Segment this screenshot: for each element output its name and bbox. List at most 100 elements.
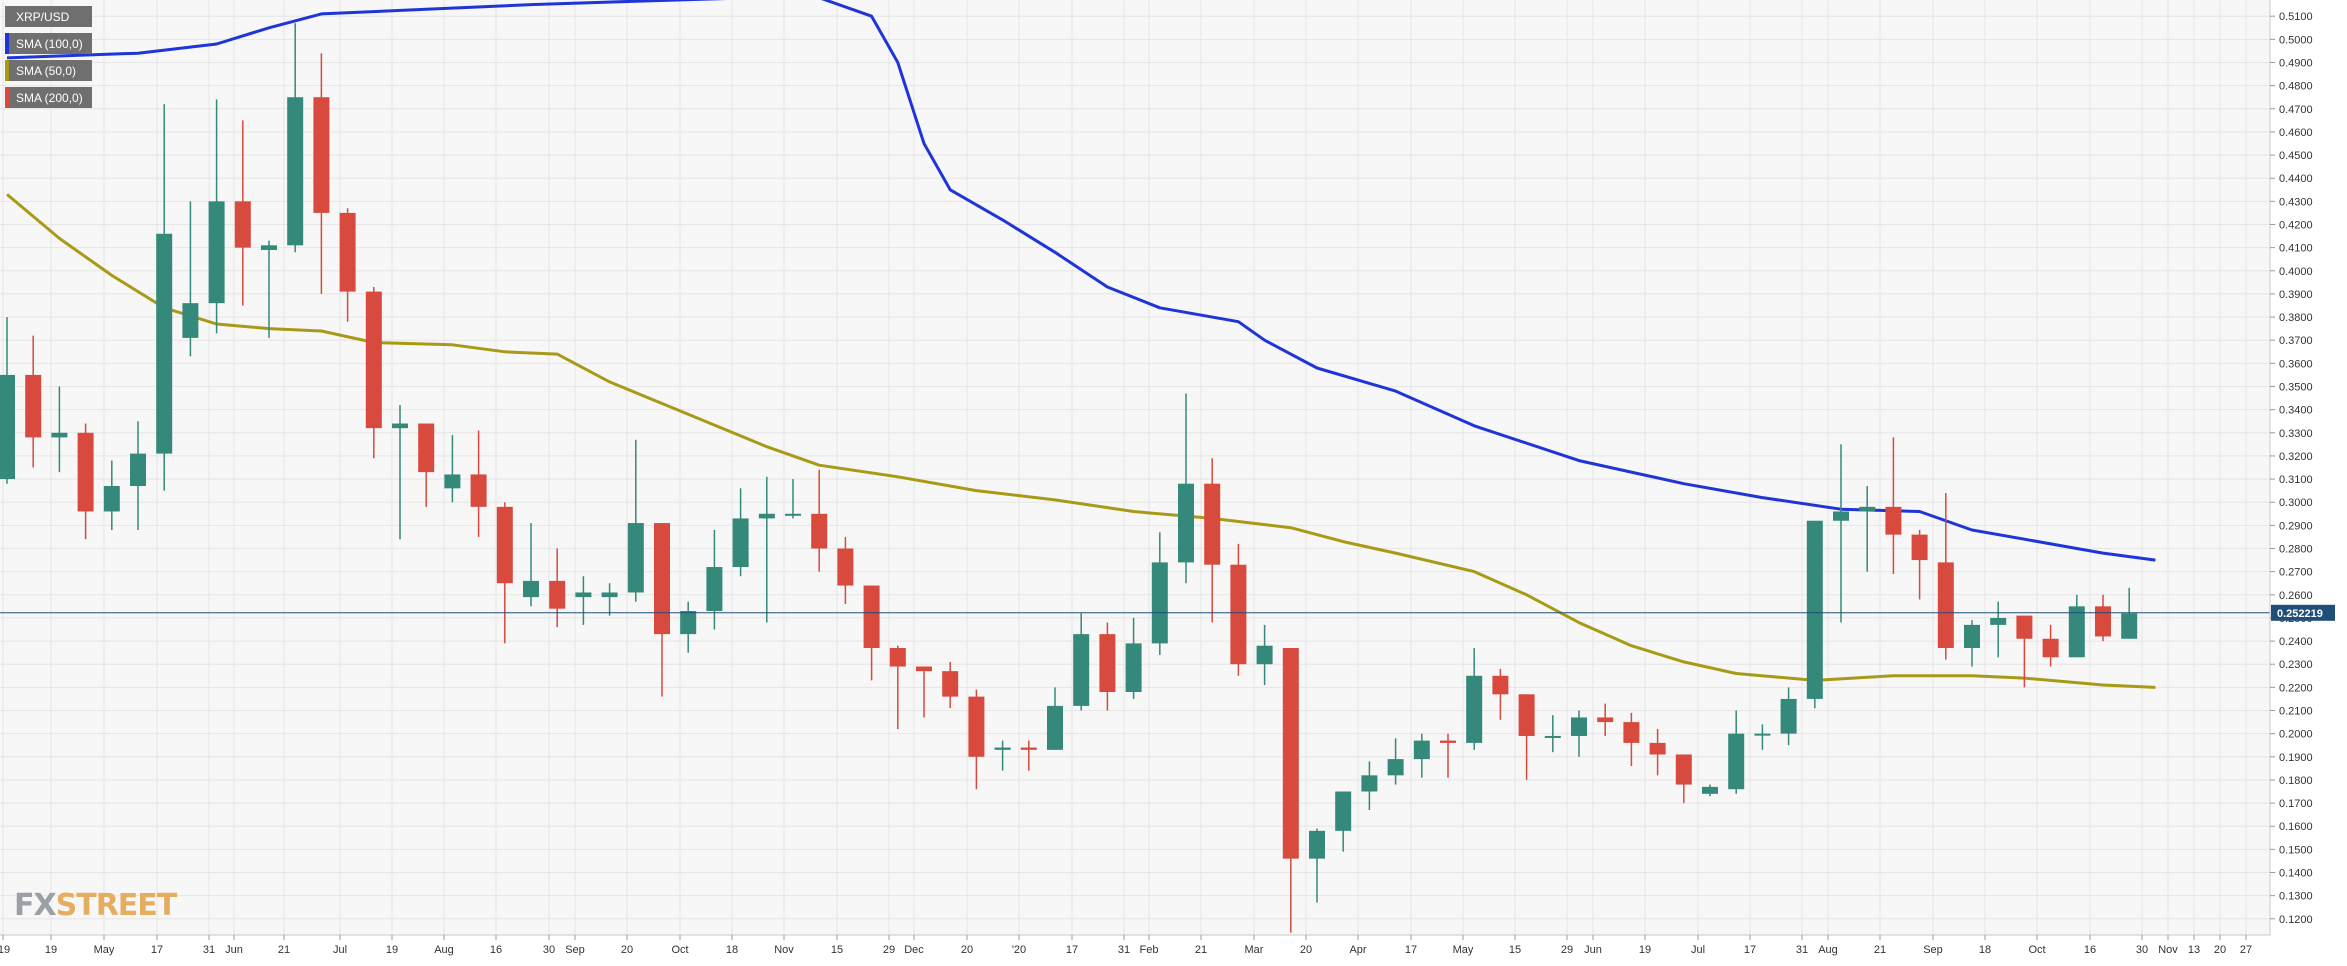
bullish-candle	[1833, 444, 1849, 623]
candle-body	[732, 518, 749, 568]
legend-item-sma200[interactable]: SMA (200,0)	[5, 87, 92, 108]
y-tick-label: 0.4200	[2279, 219, 2313, 231]
x-tick-label: 21	[278, 944, 290, 956]
bearish-candle	[2095, 594, 2111, 642]
bullish-candle	[523, 523, 539, 607]
candle-body	[863, 585, 880, 649]
y-tick-label: 0.4500	[2279, 150, 2313, 162]
y-tick-label: 0.2200	[2279, 682, 2313, 694]
y-tick-label: 0.5000	[2279, 34, 2313, 46]
candle-body	[1073, 634, 1090, 706]
y-tick-label: 0.3700	[2279, 335, 2313, 347]
legend-swatch	[5, 33, 9, 54]
bearish-candle	[1937, 492, 1954, 660]
candle-body	[156, 233, 173, 454]
candle-body	[1256, 645, 1273, 665]
y-tick-label: 0.3900	[2279, 289, 2313, 301]
candle-body	[1544, 735, 1561, 738]
x-tick-label: 21	[1195, 944, 1207, 956]
bullish-candle	[156, 104, 173, 491]
x-tick-label: 15	[831, 944, 843, 956]
x-tick-label: 16	[490, 944, 502, 956]
bearish-candle	[863, 585, 880, 681]
x-tick-label: 29	[883, 944, 895, 956]
x-tick-label: Nov	[2158, 944, 2178, 956]
bullish-candle	[601, 583, 618, 616]
x-tick-label: 20	[621, 944, 633, 956]
bullish-candle	[1125, 617, 1142, 699]
bullish-candle	[1571, 710, 1587, 757]
candle-body	[1361, 775, 1378, 792]
bullish-candle	[1073, 613, 1090, 711]
y-tick-label: 0.1500	[2279, 844, 2313, 856]
legend-item-symbol[interactable]: XRP/USD	[5, 6, 92, 27]
y-tick-label: 0.1700	[2279, 798, 2313, 810]
y-tick-label: 0.4900	[2279, 57, 2313, 69]
bullish-candle	[208, 99, 225, 334]
y-tick-label: 0.2800	[2279, 544, 2313, 556]
bullish-candle	[1178, 393, 1194, 584]
x-tick-label: 13	[2188, 944, 2200, 956]
x-tick-label: Apr	[1349, 944, 1366, 956]
x-tick-label: 18	[1979, 944, 1991, 956]
y-tick-label: 0.4800	[2279, 81, 2313, 93]
bearish-candle	[549, 548, 566, 628]
bearish-candle	[2042, 624, 2059, 667]
grid-lines	[0, 0, 2270, 935]
y-tick-label: 0.3100	[2279, 474, 2313, 486]
candle-body	[1282, 648, 1299, 859]
x-tick-label: 29	[1561, 944, 1573, 956]
y-tick-label: 0.3000	[2279, 497, 2313, 509]
bearish-candle	[1440, 733, 1456, 778]
bullish-candle	[261, 240, 277, 338]
bullish-candle	[575, 576, 592, 625]
x-tick-label: Sep	[565, 944, 585, 956]
x-tick-label: Mar	[1245, 944, 1264, 956]
candle-body	[1518, 694, 1535, 736]
y-tick-label: 0.2900	[2279, 520, 2313, 532]
x-tick-label: 19	[1639, 944, 1651, 956]
logo-part-fx: FX	[14, 888, 57, 923]
candle-body	[444, 474, 461, 489]
legend-item-sma100[interactable]: SMA (100,0)	[5, 33, 92, 54]
sma100-line	[6, 0, 2156, 562]
y-tick-label: 0.4000	[2279, 266, 2313, 278]
plot-background	[0, 0, 2270, 935]
candle-body	[1675, 754, 1692, 785]
legend-label: SMA (50,0)	[16, 63, 77, 78]
candle-body	[1125, 643, 1142, 692]
candle-body	[601, 592, 618, 598]
price-badge: 0.252219	[2271, 604, 2335, 621]
bullish-candle	[103, 460, 120, 530]
bearish-candle	[916, 666, 932, 718]
bearish-candle	[313, 53, 330, 294]
bullish-candle	[130, 421, 146, 530]
bullish-candle	[444, 435, 461, 503]
bullish-candle	[994, 740, 1011, 771]
bullish-candle	[1361, 761, 1378, 811]
y-tick-label: 0.3800	[2279, 312, 2313, 324]
y-tick-label: 0.4400	[2279, 173, 2313, 185]
price-badge-box	[2271, 604, 2335, 621]
y-tick-label: 0.4300	[2279, 196, 2313, 208]
legend-item-sma50[interactable]: SMA (50,0)	[5, 60, 92, 81]
bearish-candle	[1675, 754, 1692, 804]
y-tick-label: 0.2600	[2279, 590, 2313, 602]
x-tick-label: Feb	[1140, 944, 1159, 956]
fxstreet-logo: FXSTREET	[14, 888, 177, 923]
candles	[0, 23, 2138, 933]
y-tick-label: 0.1300	[2279, 891, 2313, 903]
x-tick-label: 31	[203, 944, 215, 956]
candle-body	[1020, 747, 1037, 750]
y-tick-label: 0.4700	[2279, 104, 2313, 116]
candle-body	[942, 671, 959, 697]
bearish-candle	[77, 423, 94, 540]
y-tick-label: 0.3600	[2279, 358, 2313, 370]
y-axis-panel	[2270, 0, 2347, 961]
x-tick-label: 30	[2136, 944, 2148, 956]
candle-body	[2042, 638, 2059, 658]
candle-body	[1754, 733, 1771, 736]
bullish-candle	[1544, 715, 1561, 753]
y-tick-label: 0.3500	[2279, 381, 2313, 393]
y-tick-label: 0.3400	[2279, 405, 2313, 417]
